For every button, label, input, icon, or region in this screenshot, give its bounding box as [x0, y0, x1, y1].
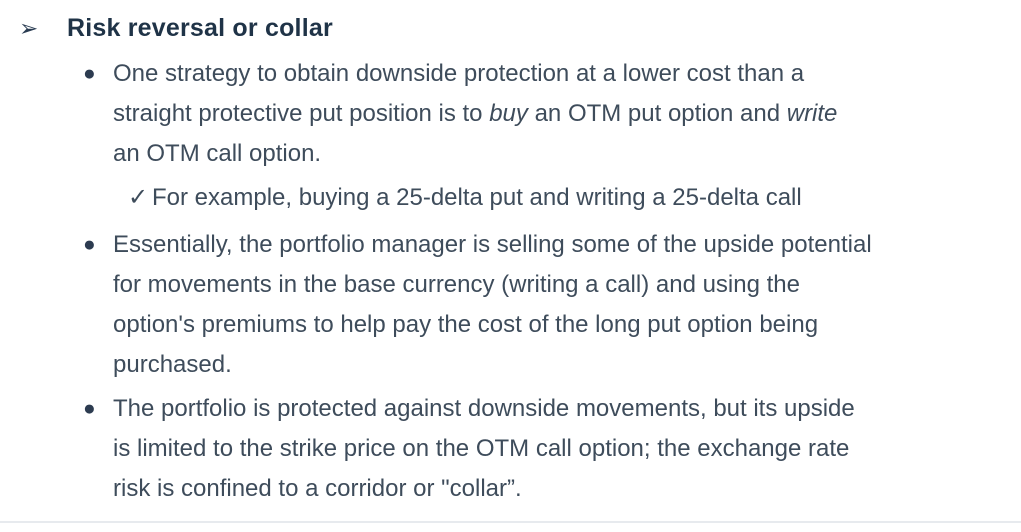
text-line: an OTM call option. — [113, 140, 322, 167]
section-heading-text: Risk reversal or collar — [67, 14, 333, 42]
bullet-text: The portfolio is protected against downs… — [113, 389, 1021, 509]
text-line: risk is confined to a corridor or "colla… — [113, 475, 522, 502]
bullet-dot-icon: ● — [83, 397, 96, 420]
text-line: straight protective put position is to b… — [113, 100, 838, 127]
text-line: is limited to the strike price on the OT… — [113, 435, 850, 462]
bullet-dot-icon: ● — [83, 62, 96, 85]
bullet-dot-icon: ● — [83, 233, 96, 256]
bullet-list: ● One strategy to obtain downside protect… — [0, 54, 1021, 509]
text-line: For example, buying a 25-delta put and w… — [152, 184, 802, 211]
bullet-text: Essentially, the portfolio manager is se… — [113, 225, 1021, 385]
page-bottom-divider — [0, 521, 1021, 523]
bullet-text: For example, buying a 25-delta put and w… — [152, 178, 1021, 218]
bullet-item: ● One strategy to obtain downside protect… — [0, 54, 1021, 174]
text-line: The portfolio is protected against downs… — [113, 395, 855, 422]
bullet-item: ● The portfolio is protected against down… — [0, 389, 1021, 509]
text-line: option's premiums to help pay the cost o… — [113, 311, 819, 338]
text-line: Essentially, the portfolio manager is se… — [113, 231, 872, 258]
bullet-text: One strategy to obtain downside protecti… — [113, 54, 1021, 174]
text-line: One strategy to obtain downside protecti… — [113, 60, 805, 87]
check-icon: ✓ — [128, 184, 149, 211]
section-heading: ➢ Risk reversal or collar — [0, 0, 1021, 48]
sub-bullet-item: ✓ For example, buying a 25-delta put and … — [0, 178, 1021, 218]
text-line: purchased. — [113, 351, 232, 378]
bullet-item: ● Essentially, the portfolio manager is s… — [0, 225, 1021, 385]
text-line: for movements in the base currency (writ… — [113, 271, 800, 298]
arrow-bullet-icon: ➢ — [19, 15, 39, 41]
